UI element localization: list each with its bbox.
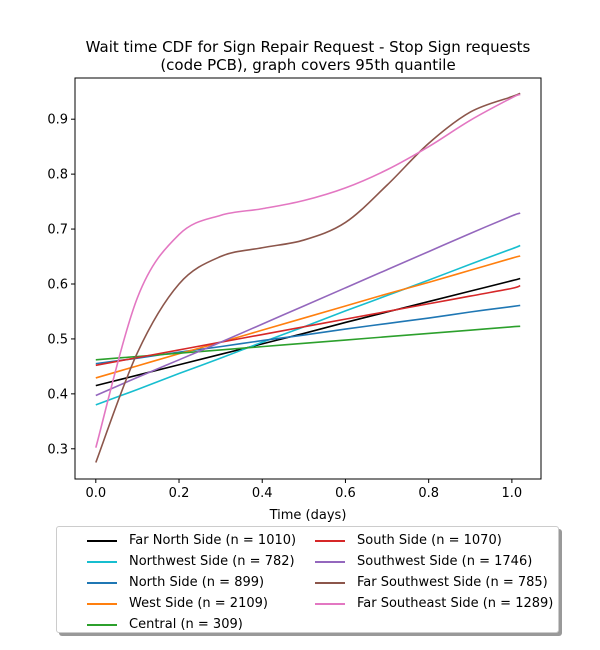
legend-swatch: [315, 602, 345, 605]
legend-label: Northwest Side (n = 782): [129, 554, 295, 569]
series-line: [95, 325, 521, 361]
legend-label: South Side (n = 1070): [357, 533, 502, 548]
series-line: [95, 92, 521, 463]
plot-area-frame: [74, 77, 542, 480]
y-tick-label: 0.5: [47, 332, 68, 347]
legend-item: Far North Side (n = 1010): [87, 530, 296, 551]
chart-title-line1: Wait time CDF for Sign Repair Request - …: [86, 38, 531, 56]
legend-swatch: [315, 581, 345, 584]
legend-swatch: [87, 623, 117, 626]
series-line: [95, 277, 521, 387]
x-tick-label: 0.8: [418, 486, 439, 501]
y-tick-label: 0.8: [47, 168, 68, 183]
x-tick-label: 0.6: [335, 486, 356, 501]
x-tick-label: 0.4: [252, 486, 273, 501]
x-tick-label: 1.0: [502, 486, 523, 501]
series-line: [95, 212, 521, 397]
y-tick-label: 0.3: [47, 442, 68, 457]
legend-label: Far Southeast Side (n = 1289): [357, 596, 554, 611]
legend-swatch: [315, 539, 345, 542]
series-line: [95, 284, 521, 367]
legend-swatch: [87, 560, 117, 563]
legend-label: Southwest Side (n = 1746): [357, 554, 533, 569]
legend-label: Far Southwest Side (n = 785): [357, 575, 548, 590]
series-line: [95, 244, 521, 406]
legend: Far North Side (n = 1010) Northwest Side …: [56, 526, 559, 633]
series-line: [95, 93, 521, 448]
x-tick-label: 0.2: [169, 486, 190, 501]
legend-item: Far Southeast Side (n = 1289): [315, 593, 553, 614]
chart-title-line2: (code PCB), graph covers 95th quantile: [160, 56, 455, 74]
legend-item: Far Southwest Side (n = 785): [315, 572, 553, 593]
legend-label: Central (n = 309): [129, 617, 243, 632]
x-tick-label: 0.0: [85, 486, 106, 501]
legend-swatch: [87, 581, 117, 584]
series-line: [95, 255, 521, 379]
y-tick-label: 0.9: [47, 113, 68, 128]
legend-swatch: [87, 539, 117, 542]
legend-item: West Side (n = 2109): [87, 593, 296, 614]
legend-item: North Side (n = 899): [87, 572, 296, 593]
legend-label: Far North Side (n = 1010): [129, 533, 297, 548]
x-axis-label: Time (days): [269, 508, 347, 523]
legend-item: Southwest Side (n = 1746): [315, 551, 553, 572]
y-tick-label: 0.4: [47, 387, 68, 402]
legend-item: South Side (n = 1070): [315, 530, 553, 551]
legend-label: West Side (n = 2109): [129, 596, 268, 611]
legend-item: Northwest Side (n = 782): [87, 551, 296, 572]
legend-swatch: [315, 560, 345, 563]
legend-swatch: [87, 602, 117, 605]
series-line: [95, 304, 521, 365]
y-tick-label: 0.6: [47, 277, 68, 292]
legend-item: Central (n = 309): [87, 614, 296, 635]
legend-label: North Side (n = 899): [129, 575, 265, 590]
y-tick-label: 0.7: [47, 223, 68, 238]
